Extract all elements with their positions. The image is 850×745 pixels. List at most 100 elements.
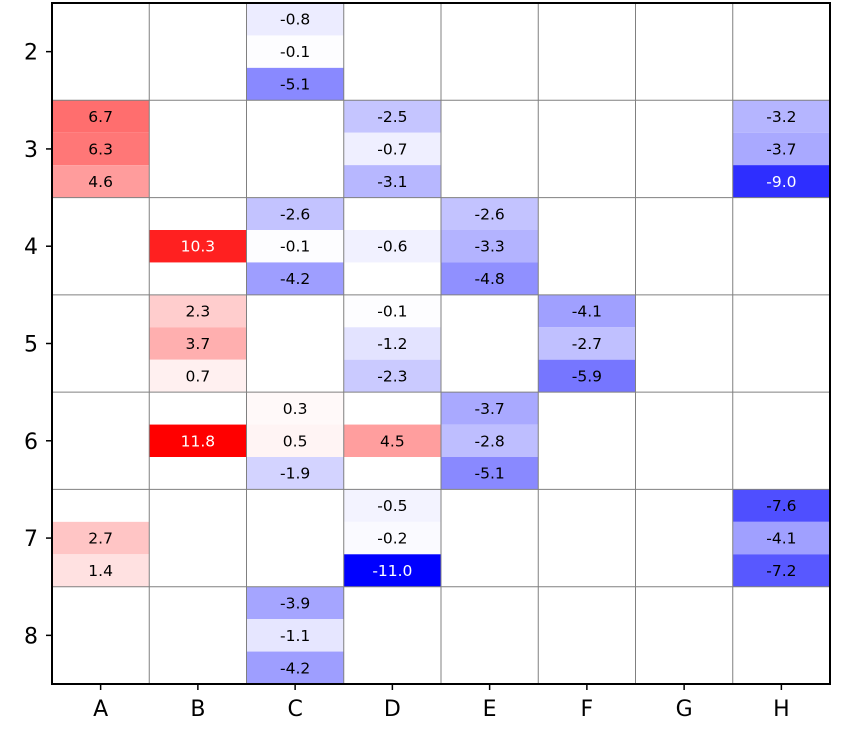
heatmap-cell	[52, 100, 150, 133]
heatmap-cell	[52, 165, 150, 198]
cell-value-label: -0.2	[377, 530, 407, 548]
cell-value-label: -0.1	[280, 43, 310, 61]
cell-value-label: 2.3	[186, 303, 211, 321]
cell-value-label: -5.9	[572, 367, 602, 385]
cell-value-label: -9.0	[766, 173, 796, 191]
cell-value-label: 10.3	[181, 238, 216, 256]
heatmap-cell	[343, 230, 441, 263]
cell-value-label: -3.9	[280, 594, 310, 612]
heatmap-cell	[246, 392, 344, 425]
cell-value-label: -3.2	[766, 108, 796, 126]
heatmap-cell	[246, 262, 344, 295]
cell-value-label: -0.8	[280, 11, 310, 29]
heatmap-cell	[732, 165, 830, 198]
cell-value-label: 6.7	[88, 108, 113, 126]
heatmap-cell	[441, 457, 539, 490]
cell-value-label: -0.1	[280, 238, 310, 256]
cell-value-label: -4.2	[280, 659, 310, 677]
heatmap-cell	[149, 424, 247, 457]
heatmap-cell	[246, 197, 344, 230]
cell-value-label: -2.3	[377, 367, 407, 385]
cell-value-label: -7.2	[766, 562, 796, 580]
heatmap-cell	[149, 230, 247, 263]
heatmap-cell	[52, 554, 150, 587]
cell-value-label: -11.0	[372, 562, 412, 580]
cell-value-label: -2.5	[377, 108, 407, 126]
cell-value-label: -2.7	[572, 335, 602, 353]
heatmap-cell	[538, 359, 636, 393]
cell-value-label: 4.6	[88, 173, 113, 191]
cell-value-label: -0.5	[377, 497, 407, 515]
y-tick-label: 4	[24, 235, 38, 260]
cell-value-label: -3.7	[766, 140, 796, 158]
cell-value-label: -5.1	[280, 76, 310, 94]
heatmap-cell	[343, 521, 441, 555]
y-tick-label: 5	[24, 333, 38, 358]
cell-value-label: 1.4	[88, 562, 113, 580]
y-axis: 2 3 4 5 6 7 8	[24, 41, 52, 649]
cell-value-label: -0.7	[377, 140, 407, 158]
cell-value-label: -2.6	[280, 205, 310, 223]
cell-value-label: 0.3	[283, 400, 308, 418]
heatmap-cell	[732, 100, 830, 133]
heatmap-cell	[246, 35, 344, 68]
x-tick-label: H	[773, 697, 790, 722]
heatmap-cell	[732, 521, 830, 555]
cell-value-label: 0.5	[283, 432, 308, 450]
cell-value-label: -1.1	[280, 627, 310, 645]
heatmap-cell	[149, 294, 247, 328]
heatmap-cell	[343, 489, 441, 522]
heatmap-cell	[343, 294, 441, 328]
cell-value-label: -7.6	[766, 497, 796, 515]
cell-value-label: -4.1	[766, 530, 796, 548]
x-tick-label: B	[190, 697, 205, 722]
cell-value-label: 11.8	[181, 432, 216, 450]
cell-value-label: -4.8	[475, 270, 505, 288]
heatmap-cell	[343, 100, 441, 133]
cell-value-label: -2.6	[475, 205, 505, 223]
cell-value-label: -4.2	[280, 270, 310, 288]
cell-value-label: -0.1	[377, 303, 407, 321]
cell-value-label: -3.7	[475, 400, 505, 418]
heatmap-cell	[441, 392, 539, 425]
heatmap-cell	[246, 3, 344, 36]
heatmap-cell	[149, 327, 247, 360]
heatmap-cell	[538, 294, 636, 328]
heatmap-cell	[441, 424, 539, 457]
cell-value-label: 2.7	[88, 530, 113, 548]
heatmap-cell	[52, 521, 150, 555]
cell-value-label: 3.7	[186, 335, 211, 353]
x-tick-label: E	[483, 697, 497, 722]
heatmap-cell	[246, 424, 344, 457]
y-tick-label: 8	[24, 624, 38, 649]
cell-value-label: 6.3	[88, 140, 113, 158]
cell-value-label: -0.6	[377, 238, 407, 256]
cell-value-label: -1.9	[280, 465, 310, 483]
y-tick-label: 2	[24, 41, 38, 66]
heatmap-cell	[343, 554, 441, 587]
heatmap-cell	[246, 230, 344, 263]
heatmap-cell	[149, 359, 247, 393]
y-tick-label: 3	[24, 138, 38, 163]
heatmap-cell	[246, 651, 344, 684]
cell-value-label: -1.2	[377, 335, 407, 353]
x-tick-label: D	[384, 697, 401, 722]
x-tick-label: G	[676, 697, 693, 722]
heatmap-cell	[246, 457, 344, 490]
heatmap-cell	[441, 230, 539, 263]
x-tick-label: A	[93, 697, 108, 722]
cell-value-label: -3.3	[475, 238, 505, 256]
x-axis: A B C D E F G H	[93, 684, 790, 722]
cell-value-label: -5.1	[475, 465, 505, 483]
y-tick-label: 6	[24, 430, 38, 455]
x-tick-label: F	[581, 697, 594, 722]
heatmap-cell	[343, 359, 441, 393]
heatmap-cell	[246, 619, 344, 652]
heatmap-cell	[343, 327, 441, 360]
heatmap-cell	[732, 132, 830, 166]
cell-value-label: 0.7	[186, 367, 211, 385]
cell-value-label: -3.1	[377, 173, 407, 191]
cell-value-label: -2.8	[475, 432, 505, 450]
heatmap-cell	[246, 586, 344, 620]
cell-value-label: -4.1	[572, 303, 602, 321]
